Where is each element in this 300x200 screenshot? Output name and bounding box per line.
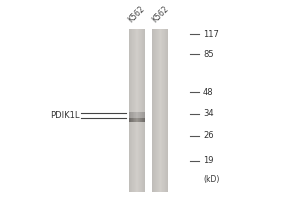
Bar: [159, 29, 160, 192]
Bar: [130, 112, 131, 118]
Bar: [134, 29, 135, 192]
Bar: [133, 118, 134, 122]
Bar: [144, 112, 145, 118]
Bar: [154, 29, 155, 192]
Bar: [163, 29, 164, 192]
Text: 85: 85: [203, 50, 214, 59]
Bar: [162, 29, 163, 192]
Bar: [135, 29, 136, 192]
Text: 48: 48: [203, 88, 214, 97]
Bar: [129, 29, 130, 192]
Bar: [138, 112, 139, 118]
Text: (kD): (kD): [203, 175, 219, 184]
Bar: [152, 29, 153, 192]
Bar: [130, 118, 131, 122]
Bar: [136, 112, 137, 118]
Bar: [167, 29, 168, 192]
Bar: [153, 29, 154, 192]
Bar: [133, 112, 134, 118]
Bar: [131, 112, 132, 118]
Bar: [143, 29, 144, 192]
Text: 19: 19: [203, 156, 214, 165]
Bar: [155, 29, 156, 192]
Bar: [143, 118, 144, 122]
Bar: [135, 118, 136, 122]
Bar: [161, 29, 162, 192]
Bar: [166, 29, 167, 192]
Bar: [140, 112, 141, 118]
Bar: [165, 29, 166, 192]
Bar: [143, 112, 144, 118]
Bar: [130, 29, 131, 192]
Bar: [138, 118, 139, 122]
Bar: [142, 112, 143, 118]
Bar: [137, 118, 138, 122]
Bar: [136, 118, 137, 122]
Bar: [142, 29, 143, 192]
Bar: [129, 118, 130, 122]
Text: 26: 26: [203, 131, 214, 140]
Bar: [133, 29, 134, 192]
Bar: [129, 112, 130, 118]
Bar: [132, 29, 133, 192]
Bar: [139, 118, 140, 122]
Bar: [137, 29, 138, 192]
Bar: [138, 29, 139, 192]
Bar: [141, 29, 142, 192]
Bar: [140, 29, 141, 192]
Text: K562: K562: [150, 4, 170, 24]
Bar: [132, 112, 133, 118]
Bar: [139, 29, 140, 192]
Bar: [139, 112, 140, 118]
Bar: [141, 112, 142, 118]
Bar: [136, 29, 137, 192]
Bar: [141, 118, 142, 122]
Bar: [160, 29, 161, 192]
Bar: [135, 112, 136, 118]
Text: 34: 34: [203, 109, 214, 118]
Text: 117: 117: [203, 30, 219, 39]
Bar: [156, 29, 157, 192]
Bar: [131, 29, 132, 192]
Bar: [144, 118, 145, 122]
Bar: [158, 29, 159, 192]
Bar: [144, 29, 145, 192]
Bar: [157, 29, 158, 192]
Bar: [134, 112, 135, 118]
Bar: [164, 29, 165, 192]
Text: K562: K562: [127, 4, 147, 24]
Bar: [134, 118, 135, 122]
Bar: [140, 118, 141, 122]
Bar: [142, 118, 143, 122]
Text: PDIK1L: PDIK1L: [50, 111, 79, 120]
Bar: [131, 118, 132, 122]
Bar: [137, 112, 138, 118]
Bar: [132, 118, 133, 122]
